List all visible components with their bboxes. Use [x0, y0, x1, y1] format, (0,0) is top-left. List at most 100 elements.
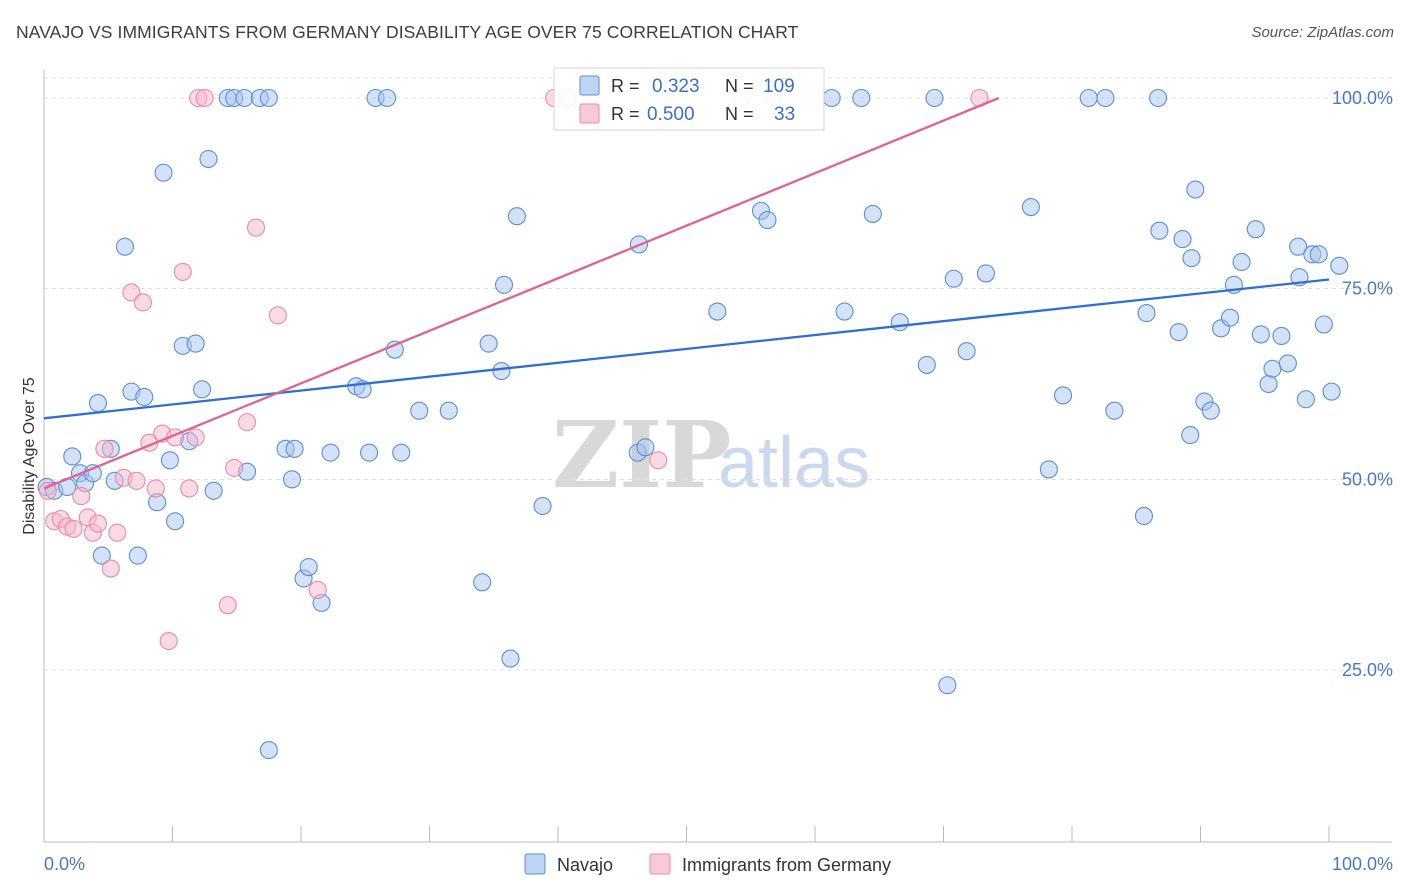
navajo-point [1232, 252, 1251, 272]
y-tick-labels: 25.0% 50.0% 75.0% 100.0% [1332, 88, 1393, 680]
navajo-point [1278, 354, 1297, 373]
navajo-point [299, 557, 318, 577]
legend-n-label-germany: N = [725, 104, 754, 124]
navajo-points [37, 88, 1349, 760]
chart-source: Source: ZipAtlas.com [1251, 24, 1394, 41]
y-tick-label: 100.0% [1332, 88, 1393, 108]
germany-point [225, 458, 244, 477]
navajo-point [1169, 323, 1188, 342]
bottom-legend-navajo: Navajo [557, 855, 613, 875]
navajo-point [1296, 390, 1315, 409]
navajo-point [321, 443, 340, 462]
y-tick-label: 50.0% [1342, 469, 1393, 489]
legend-swatch-germany [579, 103, 600, 124]
navajo-point [199, 149, 218, 169]
axis-layer [43, 70, 1392, 843]
navajo-point [1096, 88, 1115, 108]
navajo-point [392, 443, 411, 462]
navajo-point [1251, 325, 1270, 344]
navajo-point [1173, 230, 1192, 249]
navajo-point [160, 451, 179, 470]
navajo-point [410, 401, 429, 420]
chart-title: NAVAJO VS IMMIGRANTS FROM GERMANY DISABI… [16, 22, 799, 42]
navajo-point [1021, 198, 1040, 217]
germany-point [95, 439, 114, 458]
navajo-point [259, 741, 278, 760]
y-tick-label: 75.0% [1342, 279, 1393, 299]
germany-point [308, 580, 327, 599]
bottom-legend-swatch-navajo [524, 853, 546, 875]
bottom-legend-germany: Immigrants from Germany [682, 855, 891, 875]
navajo-point [1330, 256, 1349, 275]
navajo-point [925, 88, 944, 108]
navajo-point [128, 546, 147, 565]
navajo-point [1150, 221, 1169, 240]
germany-point [246, 218, 266, 237]
navajo-point [1079, 88, 1098, 108]
navajo-point [494, 275, 514, 294]
bottom-legend-swatch-germany [649, 853, 671, 875]
navajo-point [890, 313, 909, 332]
navajo-point [473, 573, 492, 592]
series-legend: Navajo Immigrants from Germany [524, 853, 891, 875]
navajo-point [115, 237, 135, 256]
y-axis-label: Disability Age Over 75 [21, 377, 38, 535]
navajo-point [154, 163, 173, 182]
navajo-point [492, 361, 511, 381]
germany-point [195, 88, 214, 108]
x-tick-labels: 0.0% 100.0% [44, 854, 1393, 874]
germany-point [88, 514, 108, 533]
germany-point [173, 262, 192, 281]
x-tick-label-min: 0.0% [44, 854, 85, 874]
navajo-point [1181, 426, 1200, 445]
germany-trend-line [43, 96, 1000, 490]
germany-point [122, 283, 141, 302]
y-tick-label: 25.0% [1342, 660, 1393, 680]
germany-point [108, 523, 127, 542]
navajo-point [1309, 245, 1328, 264]
navajo-point [88, 394, 108, 413]
legend-n-label-navajo: N = [725, 76, 754, 96]
navajo-point [235, 88, 254, 108]
x-tick-label-max: 100.0% [1332, 854, 1393, 874]
navajo-point [285, 439, 304, 458]
germany-point [127, 471, 146, 490]
germany-point [268, 306, 287, 325]
navajo-point [852, 88, 871, 108]
legend-r-label-germany: R = [611, 104, 640, 124]
navajo-point [976, 264, 995, 283]
navajo-point [1314, 315, 1333, 334]
watermark-atlas: atlas [718, 423, 870, 503]
navajo-point [63, 447, 82, 466]
navajo-point [1263, 359, 1282, 378]
germany-point [237, 413, 257, 432]
navajo-point [1149, 88, 1168, 108]
legend-swatch-navajo [579, 75, 600, 96]
navajo-point [1182, 249, 1201, 268]
navajo-point [1186, 180, 1205, 199]
navajo-point [1053, 386, 1073, 405]
navajo-point [186, 334, 205, 353]
grid-layer [44, 77, 1392, 671]
navajo-point [822, 88, 841, 108]
navajo-point [636, 438, 655, 457]
navajo-point [92, 546, 111, 565]
navajo-point [1246, 220, 1265, 239]
navajo-point [1137, 304, 1156, 323]
navajo-point [938, 676, 957, 695]
germany-point [101, 559, 120, 578]
navajo-point [135, 387, 154, 407]
navajo-point [1039, 460, 1058, 479]
germany-point [180, 479, 199, 498]
navajo-point [1272, 326, 1291, 346]
germany-point [133, 293, 152, 312]
germany-point [159, 631, 178, 651]
legend-r-label-navajo: R = [611, 76, 640, 96]
navajo-point [957, 342, 976, 361]
navajo-point [1322, 382, 1341, 401]
legend-r-value-germany: 0.500 [647, 104, 695, 125]
germany-point [64, 519, 83, 538]
navajo-point [1221, 308, 1240, 327]
navajo-point [1201, 401, 1220, 420]
